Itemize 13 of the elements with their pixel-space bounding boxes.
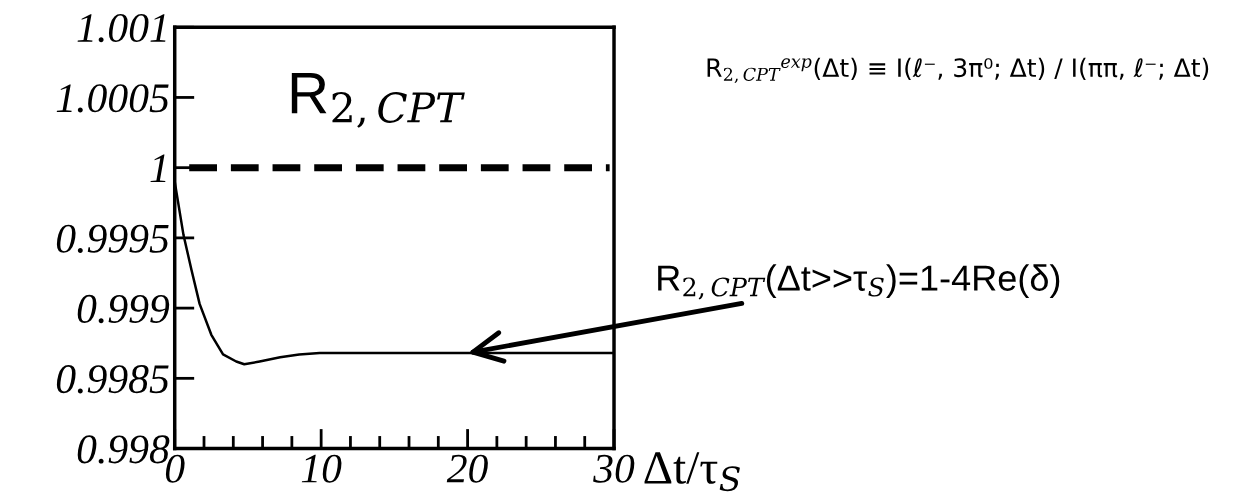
y-tick-label: 0.9985 (56, 365, 169, 394)
annotation: R$_{2,CPT}$ (291, 73, 465, 128)
annotation: R$_{2,CPT}$(Δt>>τ$_{S}$)=1-4Re(δ) (658, 264, 1060, 300)
text: R$_{2,CPT}$$^{exp}$(Δt) ≡ I(ℓ⁻, 3π⁰; Δt) / I(ππ, ℓ⁻; Δt) (707, 57, 1209, 84)
y-tick-label: 0.9995 (56, 224, 169, 253)
y-tick-label: 1.001 (77, 13, 166, 43)
x-axis-title: Δt/τ$_{S}$ (644, 452, 740, 492)
y-tick-label: 1.0005 (56, 84, 169, 113)
x-tick-label: 10 (301, 454, 342, 483)
y-tick-label: 0.999 (77, 294, 170, 324)
x-tick-label: 20 (446, 454, 488, 483)
y-tick-label: 1 (150, 154, 166, 183)
x-tick-label: 30 (593, 454, 635, 483)
